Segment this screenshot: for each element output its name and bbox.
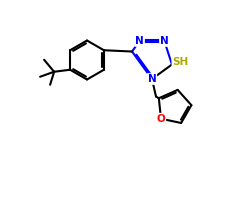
Text: O: O [157,114,165,124]
Text: N: N [148,74,156,84]
Text: SH: SH [172,57,189,67]
Text: N: N [135,36,144,46]
Text: N: N [160,36,169,46]
